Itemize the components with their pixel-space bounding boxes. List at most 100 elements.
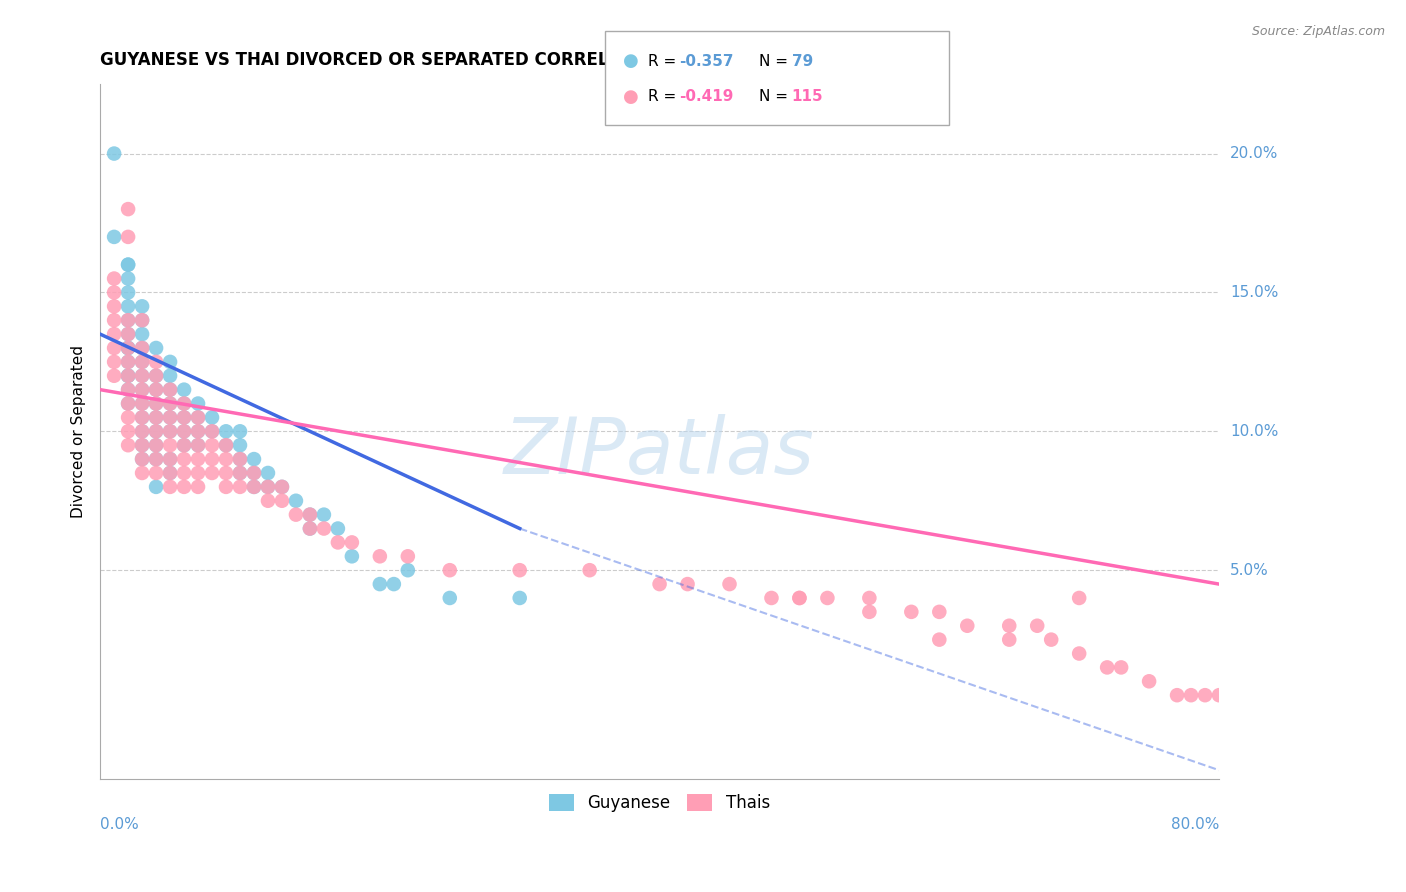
Point <box>131 425 153 439</box>
Point <box>131 452 153 467</box>
Point <box>1069 647 1091 661</box>
Point <box>298 508 321 522</box>
Point <box>201 425 224 439</box>
Point <box>159 425 181 439</box>
Point <box>298 522 321 536</box>
Text: 79: 79 <box>792 54 813 69</box>
Text: ●: ● <box>623 87 640 105</box>
Text: N =: N = <box>759 54 793 69</box>
Point <box>173 410 195 425</box>
Point <box>998 632 1021 647</box>
Text: 20.0%: 20.0% <box>1230 146 1278 161</box>
Point <box>187 410 209 425</box>
Point <box>368 577 391 591</box>
Text: ●: ● <box>623 52 640 70</box>
Point <box>243 466 266 480</box>
Point <box>117 230 139 244</box>
Point <box>1180 688 1202 702</box>
Point <box>298 522 321 536</box>
Point <box>145 368 167 383</box>
Point <box>117 341 139 355</box>
Point <box>159 452 181 467</box>
Point <box>131 383 153 397</box>
Point <box>159 466 181 480</box>
Point <box>215 466 238 480</box>
Point <box>229 425 252 439</box>
Point <box>103 146 125 161</box>
Point <box>117 299 139 313</box>
Point <box>1069 591 1091 605</box>
Text: GUYANESE VS THAI DIVORCED OR SEPARATED CORRELATION CHART: GUYANESE VS THAI DIVORCED OR SEPARATED C… <box>100 51 734 69</box>
Point <box>117 313 139 327</box>
Point <box>173 480 195 494</box>
Point <box>117 410 139 425</box>
Point <box>145 355 167 369</box>
Point <box>145 466 167 480</box>
Point <box>956 619 979 633</box>
Point <box>326 522 349 536</box>
Point <box>117 327 139 342</box>
Point <box>312 508 335 522</box>
Point <box>117 368 139 383</box>
Point <box>117 383 139 397</box>
Point <box>1109 660 1132 674</box>
Point <box>117 327 139 342</box>
Point <box>117 202 139 216</box>
Point <box>131 313 153 327</box>
Text: 15.0%: 15.0% <box>1230 285 1278 300</box>
Point <box>215 438 238 452</box>
Point <box>117 368 139 383</box>
Point <box>998 619 1021 633</box>
Point <box>928 632 950 647</box>
Point <box>215 425 238 439</box>
Point <box>229 452 252 467</box>
Point <box>1095 660 1118 674</box>
Point <box>201 438 224 452</box>
Point <box>145 396 167 410</box>
Point <box>159 410 181 425</box>
Point <box>187 438 209 452</box>
Point <box>131 396 153 410</box>
Point <box>173 410 195 425</box>
Point <box>117 383 139 397</box>
Point <box>648 577 671 591</box>
Point <box>326 535 349 549</box>
Point <box>173 396 195 410</box>
Point <box>928 605 950 619</box>
Point <box>284 508 307 522</box>
Point <box>1040 632 1063 647</box>
Point <box>271 493 294 508</box>
Point <box>257 466 280 480</box>
Point <box>117 258 139 272</box>
Point <box>159 425 181 439</box>
Point <box>271 480 294 494</box>
Point <box>117 341 139 355</box>
Text: -0.419: -0.419 <box>679 89 734 104</box>
Point <box>187 425 209 439</box>
Point <box>1208 688 1230 702</box>
Point <box>257 480 280 494</box>
Point <box>131 341 153 355</box>
Point <box>243 452 266 467</box>
Point <box>131 410 153 425</box>
Point <box>718 577 741 591</box>
Point <box>215 452 238 467</box>
Point <box>312 522 335 536</box>
Point <box>187 438 209 452</box>
Point <box>173 438 195 452</box>
Text: R =: R = <box>648 89 682 104</box>
Point <box>229 452 252 467</box>
Point <box>858 591 880 605</box>
Point <box>117 313 139 327</box>
Point <box>340 535 363 549</box>
Point <box>159 383 181 397</box>
Point <box>858 605 880 619</box>
Point <box>159 438 181 452</box>
Point <box>173 425 195 439</box>
Text: 0.0%: 0.0% <box>100 817 139 832</box>
Point <box>145 410 167 425</box>
Text: 80.0%: 80.0% <box>1171 817 1219 832</box>
Legend: Guyanese, Thais: Guyanese, Thais <box>543 788 776 819</box>
Point <box>145 383 167 397</box>
Point <box>145 452 167 467</box>
